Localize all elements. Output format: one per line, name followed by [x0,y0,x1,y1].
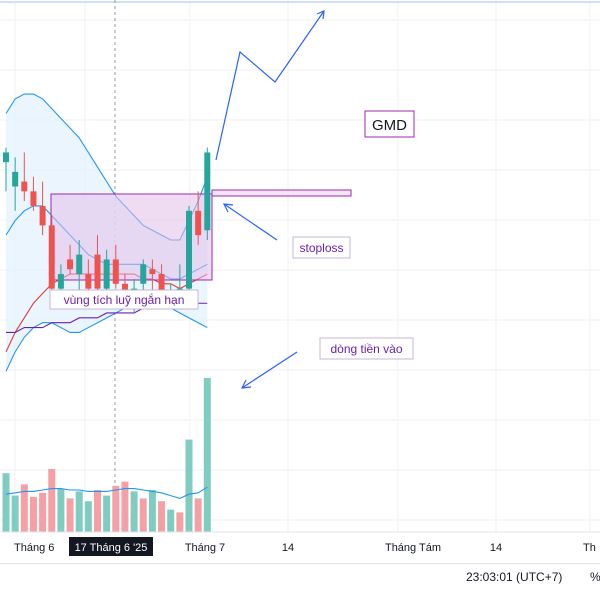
x-tick-label: Tháng 6 [14,542,54,554]
candle-body [112,259,119,284]
volume-bar [148,490,156,532]
x-tick-label: 17 Tháng 6 '25 [75,542,148,554]
volume-bar [11,495,19,532]
symbol-label: GMD [372,117,407,134]
stoploss-arrowhead [222,203,234,213]
candle-body [57,274,64,289]
volume-bar [139,498,147,532]
volume-bar [194,498,202,532]
candle-body [103,259,110,289]
candles [3,147,211,313]
volume-bar [176,512,184,532]
stoploss-box [292,236,351,259]
volume-bar [29,497,37,532]
percent-toggle[interactable]: % [590,570,600,584]
volume-bars [2,378,211,532]
zone-label: vùng tích luỹ ngắn hạn [64,292,185,307]
volume-bar [84,501,92,532]
stoploss-arrow [223,203,278,241]
volume-bar [66,498,74,532]
flow-box [319,337,414,360]
symbol-box [364,110,415,138]
stoploss-label: stoploss [299,241,343,255]
volume-bar [158,501,166,532]
x-axis: Tháng 6 17 Tháng 6 '25 Tháng 7 14 Tháng Tám 1… [0,531,600,556]
projection-line [215,10,325,161]
x-tick-label: 14 [282,542,294,554]
volume-bar [185,439,193,532]
flow-arrow [241,351,298,389]
x-tick-label: Th [583,542,596,554]
volume-bar [203,378,211,532]
volume-ma [5,486,208,499]
volume-bar [48,469,56,532]
volume-bar [20,484,28,532]
x-tick-label: 14 [490,542,502,554]
candle-body [158,274,165,294]
candle-body [3,152,9,163]
volume-bar [103,495,111,532]
volume-bar [167,509,175,532]
clock-readout[interactable]: 23:03:01 (UTC+7) [466,570,563,584]
candle-body [186,210,192,289]
volume-bar [121,481,129,532]
zone-box [49,289,199,310]
candle-body [85,274,92,289]
band-lower [5,302,208,372]
volume-bar [130,491,138,532]
flow-arrowhead [240,379,252,389]
status-bar [0,563,600,601]
price-chart[interactable]: GMD stoploss dòng tiền vào vùng tích luỹ ng… [0,0,600,563]
x-tick-label: Tháng 7 [185,542,225,554]
candle-body [195,210,202,236]
candle-body [21,181,28,192]
volume-bar [94,490,101,532]
candle-body [140,264,147,284]
candle-body [39,205,46,226]
volume-bar [39,492,47,532]
volume-bar [75,491,83,532]
candle-body [12,171,19,187]
candle-body [48,225,55,289]
flow-label: dòng tiền vào [330,342,402,356]
annotations: GMD stoploss dòng tiền vào vùng tích luỹ ng… [49,10,415,389]
volume-bar [57,488,65,532]
stoploss-bar [211,189,352,197]
candle-body [76,254,83,275]
candle-body [149,269,156,275]
volume-bar [2,473,10,532]
x-tick-highlight [69,537,153,556]
candle-body [67,259,74,270]
candle-body [94,254,101,289]
candle-body [30,191,37,206]
volume-bar [112,485,120,532]
projection-arrowhead [316,10,325,20]
candle-body [204,152,211,231]
x-tick-label: Tháng Tám [385,542,441,554]
